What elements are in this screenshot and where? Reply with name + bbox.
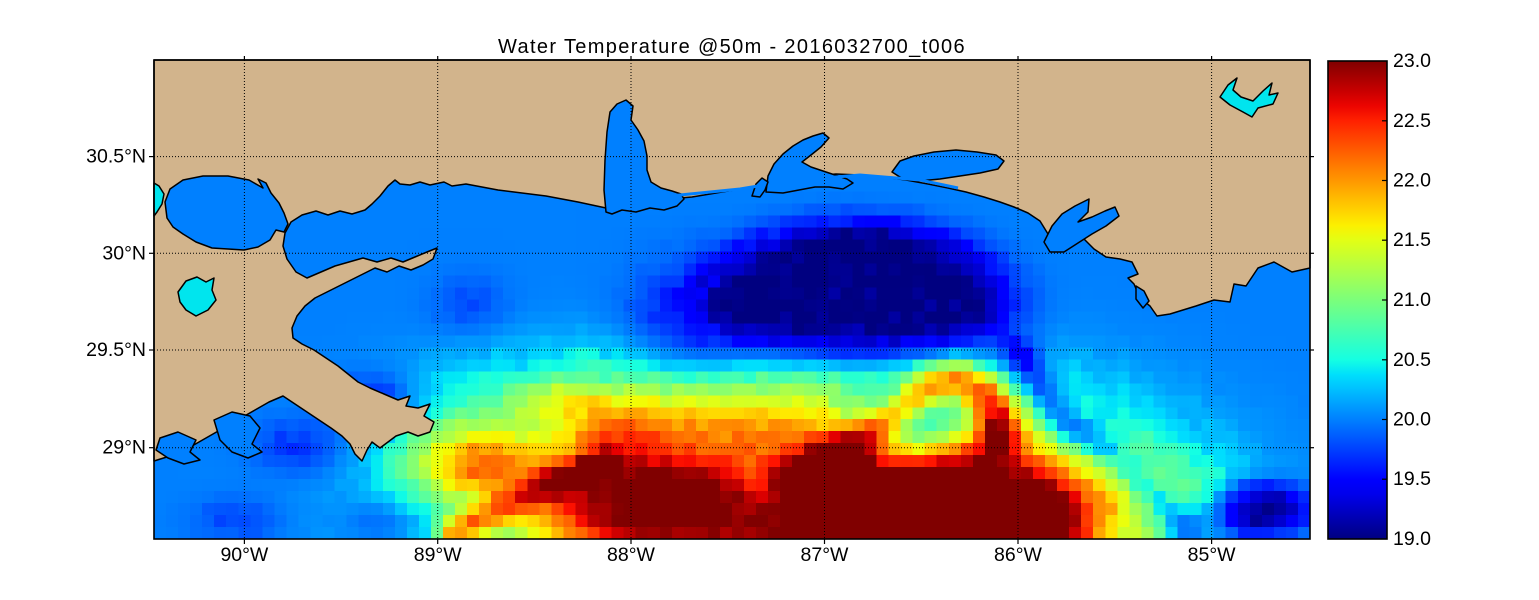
svg-text:89°W: 89°W <box>414 544 462 566</box>
svg-text:21.5: 21.5 <box>1393 229 1431 251</box>
svg-text:88°W: 88°W <box>607 544 655 566</box>
svg-text:90°W: 90°W <box>220 544 268 566</box>
svg-text:22.0: 22.0 <box>1393 170 1431 192</box>
svg-text:20.5: 20.5 <box>1393 349 1431 371</box>
svg-text:30.5°N: 30.5°N <box>86 146 146 168</box>
svg-text:22.5: 22.5 <box>1393 110 1431 132</box>
svg-text:Water Temperature @50m - 20160: Water Temperature @50m - 2016032700_t006 <box>498 36 966 58</box>
svg-text:29°N: 29°N <box>102 437 146 459</box>
svg-text:85°W: 85°W <box>1188 544 1236 566</box>
svg-text:30°N: 30°N <box>102 242 146 264</box>
svg-text:21.0: 21.0 <box>1393 289 1431 311</box>
svg-text:20.0: 20.0 <box>1393 409 1431 431</box>
svg-text:86°W: 86°W <box>994 544 1042 566</box>
svg-text:23.0: 23.0 <box>1393 50 1431 72</box>
svg-text:19.0: 19.0 <box>1393 528 1431 550</box>
svg-text:87°W: 87°W <box>801 544 849 566</box>
svg-text:29.5°N: 29.5°N <box>86 339 146 361</box>
svg-text:19.5: 19.5 <box>1393 468 1431 490</box>
